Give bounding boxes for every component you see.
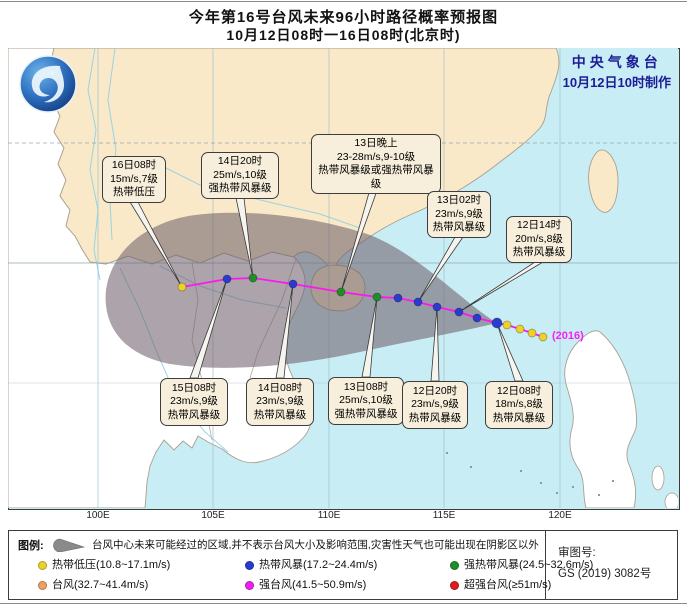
land-island-small — [651, 465, 665, 491]
page-title: 今年第16号台风未来96小时路径概率预报图 — [188, 9, 499, 26]
review-label: 审图号: — [558, 547, 596, 559]
bottom-rule — [0, 603, 687, 604]
forecast-callout: 13日晚上 23-28m/s,9-10级 热带风暴级或强热带风暴级 — [311, 134, 441, 194]
forecast-callout: 14日08时 23m/s,9级 热带风暴级 — [246, 378, 314, 426]
legend-item: 强热带风暴(24.5~32.6m/s) — [450, 556, 593, 572]
track-point-ts — [222, 274, 232, 284]
legend-dot-icon — [450, 560, 459, 570]
legend-item: 超强台风(≥51m/s) — [450, 576, 551, 592]
legend-divider — [545, 530, 546, 600]
track-point-td — [527, 328, 537, 338]
track-point-td — [515, 324, 525, 334]
cma-logo — [19, 55, 77, 113]
track-point-sts — [336, 287, 346, 297]
track-point-ts — [288, 279, 298, 289]
forecast-map — [8, 48, 678, 508]
forecast-callout: 12日14时 20m/s,8级 热带风暴级 — [506, 216, 572, 263]
map-review-number: 审图号: GS (2019) 3082号 — [558, 543, 651, 585]
legend-item: 热带风暴(17.2~24.4m/s) — [245, 556, 377, 572]
forecast-callout: 13日08时 25m/s,10级 强热带风暴级 — [328, 377, 404, 425]
track-point-sts — [372, 292, 382, 302]
legend-item: 强台风(41.5~50.9m/s) — [245, 576, 366, 592]
forecast-callout: 14日20时 25m/s,10级 强热带风暴级 — [201, 152, 279, 199]
track-point-td — [538, 332, 548, 342]
legend-dot-icon — [38, 580, 47, 590]
legend-dot-icon — [245, 560, 254, 570]
forecast-callout: 15日08时 23m/s,9级 热带风暴级 — [160, 378, 228, 426]
page-subtitle: 10月12日08时一16日08时(北京时) — [226, 27, 461, 43]
cone-legend-icon — [53, 538, 86, 552]
track-point-ts — [491, 317, 503, 329]
lon-label: 110E — [317, 510, 341, 521]
track-point-sts — [248, 273, 258, 283]
track-point-ts — [472, 313, 482, 323]
legend-dot-icon — [245, 580, 254, 590]
lon-label: 100E — [86, 510, 110, 521]
probability-cone — [105, 212, 497, 368]
track-point-ts — [413, 297, 423, 307]
land-luzon — [564, 330, 637, 508]
track-point-td — [502, 320, 512, 330]
lon-label: 120E — [548, 510, 572, 521]
lon-label: 105E — [201, 510, 225, 521]
legend-cone-text: 台风中心未来可能经过的区域,并不表示台风大小及影响范围,灾害性天气也可能出现在阴… — [92, 539, 539, 551]
scs-islets — [446, 452, 614, 496]
forecast-callout: 12日20时 23m/s,9级 热带风暴级 — [402, 381, 468, 429]
legend-item: 台风(32.7~41.4m/s) — [38, 576, 148, 592]
legend-dot-icon — [38, 560, 47, 570]
track-point-td — [177, 282, 187, 292]
storm-id-label: (2016) — [552, 330, 584, 342]
agency-name: 中央气象台 — [571, 54, 662, 70]
forecast-callout: 12日08时 18m/s,8级 热带风暴级 — [485, 381, 553, 429]
agency-block: 中央气象台 10月12日10时制作 — [563, 52, 671, 91]
forecast-callout: 16日08时 15m/s,7级 热带低压 — [102, 156, 166, 203]
land-island-small — [664, 492, 678, 508]
track-point-ts — [393, 293, 403, 303]
legend-dot-icon — [450, 580, 459, 590]
lon-label: 115E — [432, 510, 456, 521]
legend-box — [8, 530, 678, 600]
land-taiwan — [588, 149, 619, 213]
top-rule — [0, 1, 687, 2]
agency-issued: 10月12日10时制作 — [562, 75, 671, 90]
track-point-ts — [432, 302, 442, 312]
legend-prefix: 图例: — [18, 540, 44, 552]
legend-item: 热带低压(10.8~17.1m/s) — [38, 556, 170, 572]
track-point-ts — [454, 307, 464, 317]
review-number: GS (2019) 3082号 — [558, 568, 652, 580]
forecast-callout: 13日02时 23m/s,9级 热带风暴级 — [427, 191, 491, 238]
